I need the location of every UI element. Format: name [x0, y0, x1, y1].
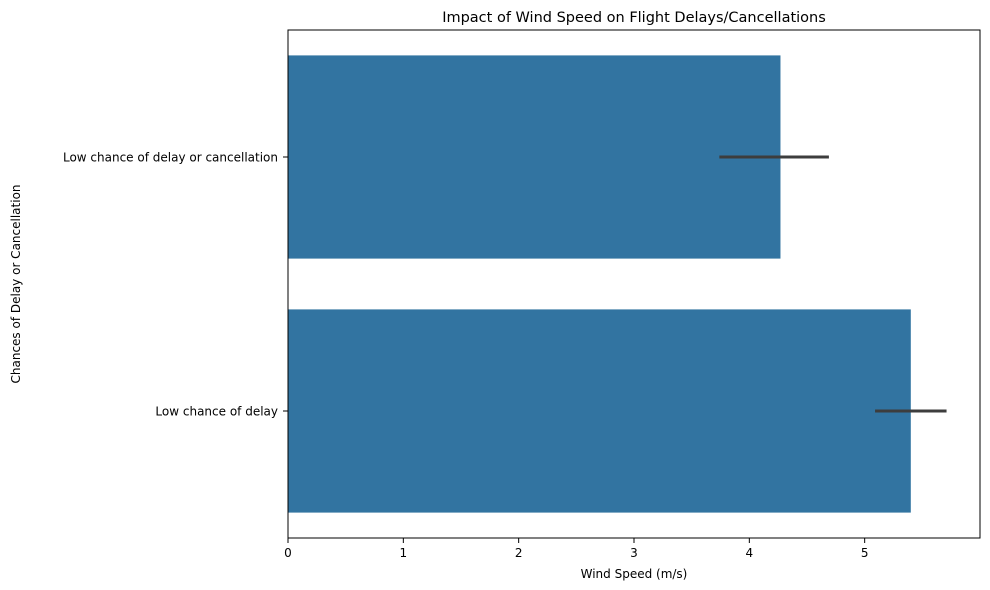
x-tick-label-5: 5	[861, 546, 869, 560]
y-axis: Low chance of delay or cancellation Low c…	[63, 151, 288, 419]
y-tick-label-0: Low chance of delay or cancellation	[63, 151, 278, 165]
bar-1	[288, 309, 911, 513]
error-bars-layer	[719, 155, 947, 413]
bar-0	[288, 55, 781, 259]
x-tick-label-4: 4	[746, 546, 754, 560]
x-tick-label-3: 3	[630, 546, 638, 560]
bars-layer	[288, 55, 911, 513]
chart-title: Impact of Wind Speed on Flight Delays/Ca…	[442, 10, 826, 26]
x-axis-label: Wind Speed (m/s)	[581, 567, 688, 581]
x-tick-label-1: 1	[400, 546, 408, 560]
y-axis-label: Chances of Delay or Cancellation	[9, 184, 23, 383]
y-tick-label-1: Low chance of delay	[155, 405, 278, 419]
x-tick-label-0: 0	[284, 546, 292, 560]
x-tick-label-2: 2	[515, 546, 523, 560]
x-axis: 0 1 2 3 4 5	[284, 538, 868, 560]
